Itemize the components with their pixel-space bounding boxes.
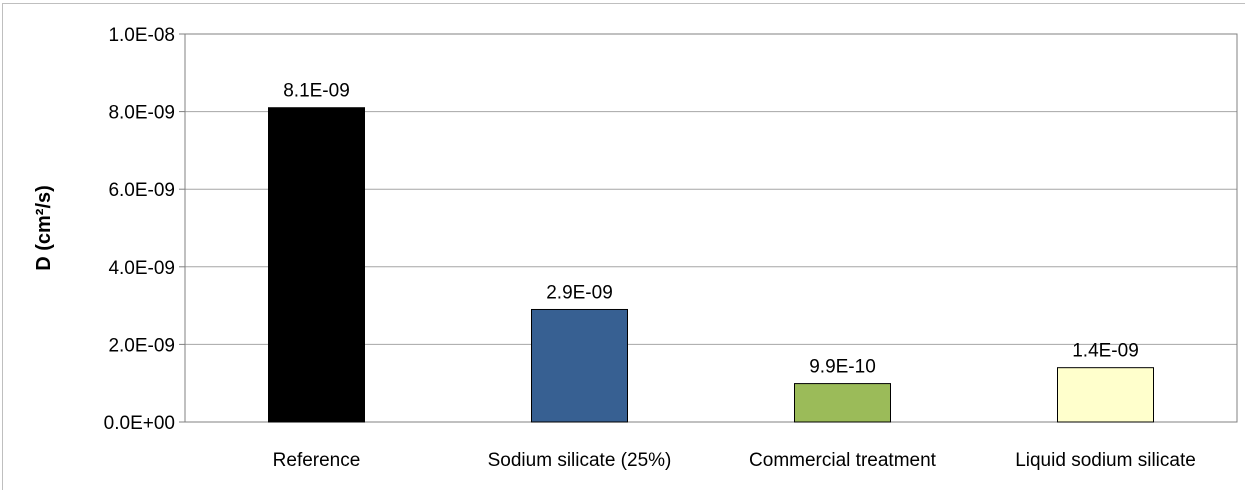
y-tick-label: 6.0E-09 <box>108 180 175 201</box>
y-axis-title: D (cm²/s) <box>33 185 55 271</box>
bar <box>531 308 628 423</box>
x-axis-labels: Reference Sodium silicate (25%) Commercial… <box>273 450 1196 471</box>
y-tick-label: 0.0E+00 <box>104 413 175 434</box>
data-label: 2.9E-09 <box>546 282 613 303</box>
data-label: 9.9E-10 <box>809 357 876 378</box>
plot-area <box>184 33 1238 423</box>
y-tick-label: 4.0E-09 <box>108 258 175 279</box>
data-labels: 8.1E-09 2.9E-09 9.9E-10 1.4E-09 <box>283 81 1139 378</box>
y-tick-label: 2.0E-09 <box>108 335 175 356</box>
x-category-label: Commercial treatment <box>749 450 937 471</box>
bar <box>1057 367 1154 423</box>
bars <box>268 107 1154 423</box>
data-label: 1.4E-09 <box>1072 341 1139 362</box>
x-category-label: Reference <box>273 450 361 471</box>
y-axis-ticks: 0.0E+00 2.0E-09 4.0E-09 6.0E-09 8.0E-09 1.0E-… <box>104 25 185 434</box>
data-label: 8.1E-09 <box>283 81 350 102</box>
bar <box>794 383 891 423</box>
x-category-label: Liquid sodium silicate <box>1015 450 1196 471</box>
x-category-label: Sodium silicate (25%) <box>488 450 672 471</box>
y-tick-label: 1.0E-08 <box>108 25 175 46</box>
bar <box>268 107 365 423</box>
y-tick-label: 8.0E-09 <box>108 103 175 124</box>
chart-frame <box>2 3 1245 490</box>
